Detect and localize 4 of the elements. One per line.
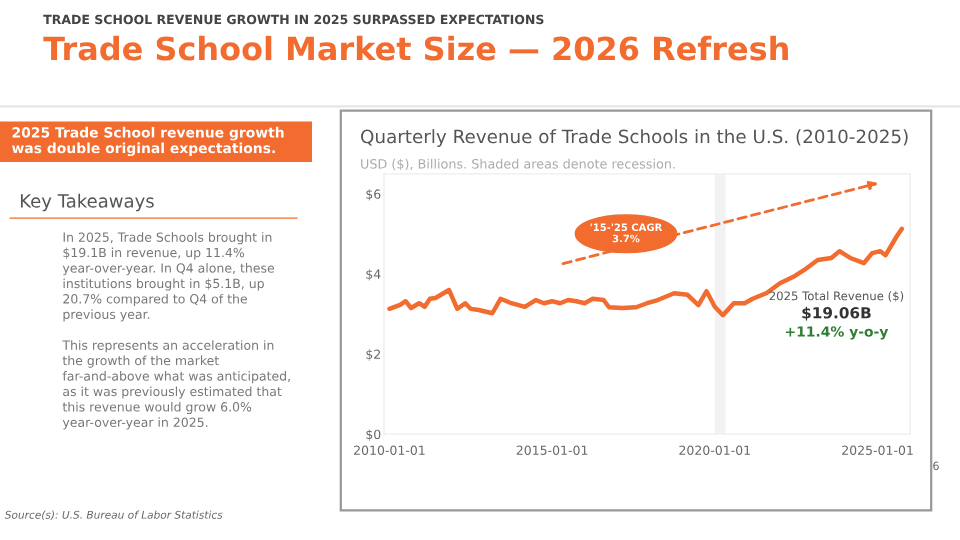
line-series bbox=[387, 226, 905, 318]
text: Key Takeaways bbox=[20, 193, 154, 212]
chart-title: Quarterly Revenue of Trade Schools in the U.S. (2010-2025) bbox=[361, 129, 908, 147]
text: Trade School Market Size — 2026 Refresh bbox=[43, 35, 788, 61]
